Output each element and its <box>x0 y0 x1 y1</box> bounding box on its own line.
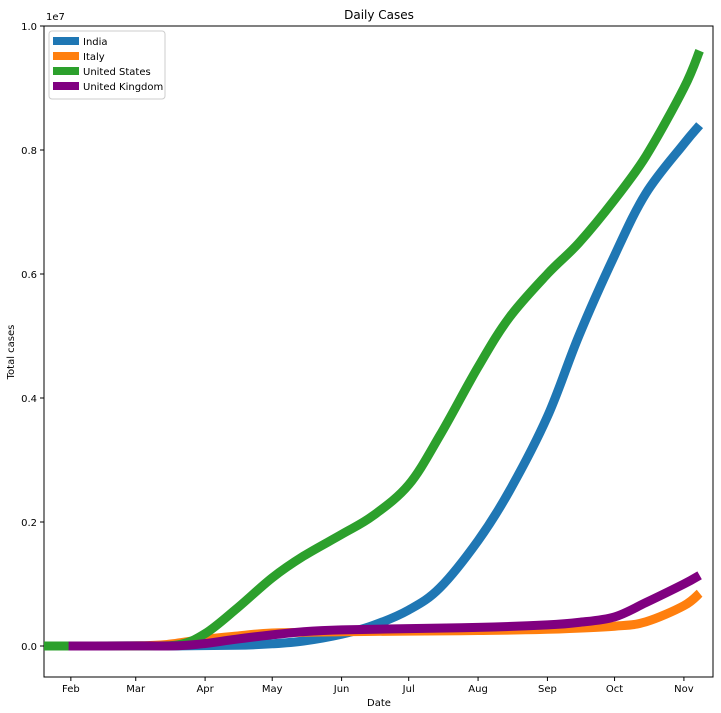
x-tick-label: Jun <box>333 684 350 695</box>
series-line-united-kingdom <box>68 571 702 651</box>
x-tick-label: Feb <box>62 684 80 695</box>
x-tick-label: Nov <box>674 684 694 695</box>
y-tick-label: 1.0 <box>21 22 37 33</box>
x-tick-label: Mar <box>126 684 146 695</box>
y-tick-label: 0.4 <box>21 394 37 405</box>
legend-swatch <box>53 67 79 75</box>
legend-label: Italy <box>83 52 105 63</box>
legend-label: United States <box>83 67 151 78</box>
legend-swatch <box>53 52 79 60</box>
x-tick-label: Apr <box>196 684 214 695</box>
x-tick-label: Sep <box>538 684 557 695</box>
legend-swatch <box>53 37 79 45</box>
x-tick-label: May <box>262 684 283 695</box>
x-tick-label: Jul <box>402 684 415 695</box>
x-axis-ticks: Feb Mar Apr May Jun Jul Aug Sep Oct Nov <box>62 677 694 695</box>
y-axis-offset-label: 1e7 <box>46 12 65 23</box>
legend: India Italy United States United Kingdom <box>48 30 166 100</box>
x-axis-label: Date <box>367 698 391 709</box>
legend-label: India <box>83 37 108 48</box>
y-axis-label: Total cases <box>6 325 17 381</box>
legend-swatch <box>53 82 79 90</box>
series-layer <box>43 49 704 651</box>
chart-title: Daily Cases <box>344 8 414 22</box>
series-line-united-states <box>43 49 704 651</box>
y-axis-ticks: 0.0 0.2 0.4 0.6 0.8 1.0 <box>21 22 44 653</box>
y-tick-label: 0.8 <box>21 146 37 157</box>
legend-label: United Kingdom <box>83 82 163 93</box>
y-tick-label: 0.0 <box>21 642 37 653</box>
series-line-india <box>66 122 704 651</box>
y-tick-label: 0.2 <box>21 518 37 529</box>
plot-area-frame <box>43 25 714 678</box>
y-tick-label: 0.6 <box>21 270 37 281</box>
x-tick-label: Aug <box>468 684 488 695</box>
x-tick-label: Oct <box>606 684 623 695</box>
